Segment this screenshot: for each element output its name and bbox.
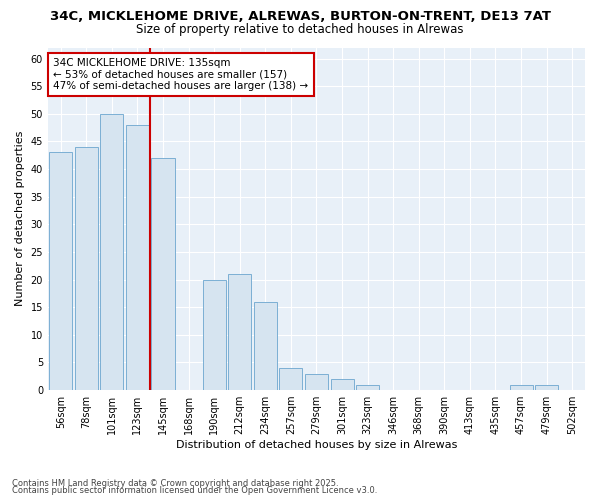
Bar: [305, 374, 328, 390]
Bar: [75, 147, 98, 390]
Bar: [509, 384, 533, 390]
Bar: [203, 280, 226, 390]
Bar: [126, 125, 149, 390]
Text: 34C MICKLEHOME DRIVE: 135sqm
← 53% of detached houses are smaller (157)
47% of s: 34C MICKLEHOME DRIVE: 135sqm ← 53% of de…: [53, 58, 308, 91]
Bar: [254, 302, 277, 390]
Bar: [535, 384, 558, 390]
Bar: [228, 274, 251, 390]
Bar: [280, 368, 302, 390]
Text: Size of property relative to detached houses in Alrewas: Size of property relative to detached ho…: [136, 22, 464, 36]
Text: 34C, MICKLEHOME DRIVE, ALREWAS, BURTON-ON-TRENT, DE13 7AT: 34C, MICKLEHOME DRIVE, ALREWAS, BURTON-O…: [49, 10, 551, 23]
Text: Contains public sector information licensed under the Open Government Licence v3: Contains public sector information licen…: [12, 486, 377, 495]
Bar: [49, 152, 72, 390]
Y-axis label: Number of detached properties: Number of detached properties: [15, 131, 25, 306]
Text: Contains HM Land Registry data © Crown copyright and database right 2025.: Contains HM Land Registry data © Crown c…: [12, 478, 338, 488]
Bar: [331, 379, 353, 390]
X-axis label: Distribution of detached houses by size in Alrewas: Distribution of detached houses by size …: [176, 440, 457, 450]
Bar: [100, 114, 124, 390]
Bar: [356, 384, 379, 390]
Bar: [151, 158, 175, 390]
